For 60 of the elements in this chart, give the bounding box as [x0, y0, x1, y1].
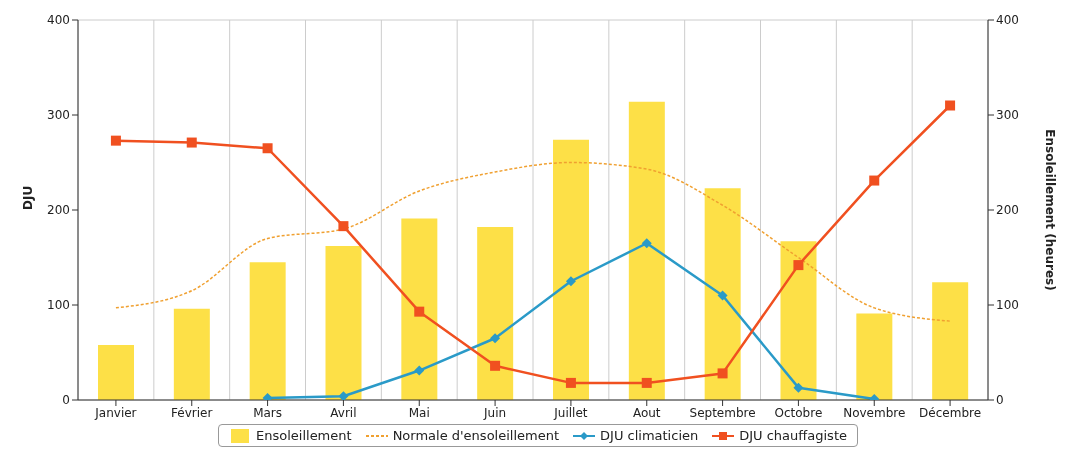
- point: [565, 377, 576, 388]
- bar: [553, 139, 589, 400]
- x-tick-label: Mars: [253, 405, 283, 420]
- point: [793, 260, 804, 271]
- bar: [932, 282, 969, 400]
- y-tick-label: 400: [47, 13, 70, 28]
- point: [793, 382, 804, 393]
- point: [338, 391, 349, 400]
- x-tick-label: Mai: [408, 405, 430, 420]
- y2-tick-label: 100: [996, 298, 1019, 313]
- bar: [98, 344, 134, 400]
- point: [262, 143, 273, 154]
- y2-tick-label: 0: [996, 393, 1004, 408]
- point: [414, 365, 425, 376]
- y-tick-label: 100: [47, 298, 70, 313]
- x-tick-label: Juin: [483, 405, 507, 420]
- point: [945, 100, 956, 111]
- bar: [704, 188, 741, 400]
- y-axis-title: DJU: [21, 185, 36, 210]
- line-series: [115, 161, 951, 322]
- point: [490, 360, 501, 371]
- x-tick-label: Février: [171, 405, 213, 420]
- point: [414, 306, 425, 317]
- bar: [856, 313, 893, 400]
- legend-label: DJU climaticien: [600, 428, 699, 443]
- bar: [628, 101, 665, 400]
- x-tick-label: Avril: [330, 405, 357, 420]
- x-tick-label: Octobre: [774, 405, 823, 420]
- y-tick-label: 300: [47, 108, 70, 123]
- y-tick-label: 200: [47, 203, 70, 218]
- bar: [249, 262, 286, 400]
- point: [641, 377, 652, 388]
- point: [490, 333, 501, 344]
- y2-tick-label: 400: [996, 13, 1019, 28]
- bar: [780, 241, 817, 400]
- point: [717, 368, 728, 379]
- x-tick-label: Janvier: [94, 405, 137, 420]
- x-tick-label: Décembre: [919, 405, 982, 420]
- legend-label: Ensoleillement: [256, 428, 352, 443]
- y2-axis-title: Ensoleillement (heures): [1042, 129, 1057, 291]
- bar: [325, 246, 362, 400]
- bar: [477, 227, 514, 400]
- y2-tick-label: 300: [996, 108, 1019, 123]
- point: [717, 290, 728, 301]
- point: [338, 221, 349, 232]
- legend-label: DJU chauffagiste: [739, 428, 847, 443]
- x-tick-label: Aout: [632, 405, 661, 420]
- point: [186, 137, 197, 148]
- point: [869, 175, 880, 186]
- x-tick-label: Novembre: [843, 405, 906, 420]
- legend-label: Normale d'ensoleillement: [392, 428, 560, 443]
- bar: [401, 218, 438, 400]
- point: [641, 238, 652, 249]
- point: [110, 135, 121, 146]
- y2-tick-label: 200: [996, 203, 1019, 218]
- bar: [173, 308, 210, 400]
- x-tick-label: Juillet: [553, 405, 588, 420]
- x-tick-label: Septembre: [689, 405, 756, 420]
- y-tick-label: 0: [62, 393, 70, 408]
- point: [565, 276, 576, 287]
